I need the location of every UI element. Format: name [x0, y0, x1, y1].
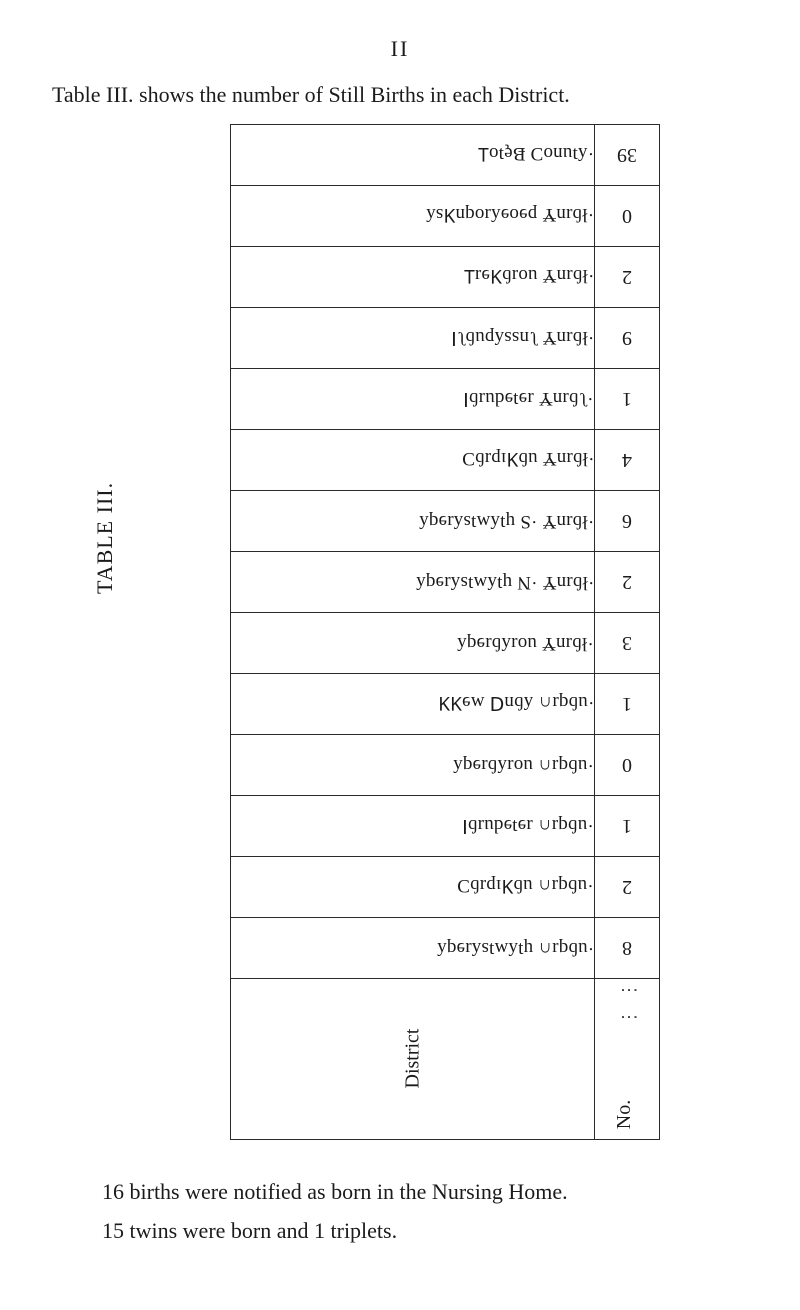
district-label: District — [401, 1029, 424, 1089]
row-label: ·łɓɹnɎ uoɹɓꞰɘɹꞱ — [464, 264, 594, 290]
footnote-line-2: 15 twins were born and 1 triplets. — [78, 1213, 750, 1248]
row-label: ·ʅɓɹnɎ ɹɘʇɘduɹɓⅠ — [463, 387, 594, 410]
table-row: ·łɓɹnɎ pɘoɘʎɹoqnꞰsʎ 0 — [231, 185, 660, 246]
table-side-label: TABLE III. — [92, 482, 118, 594]
row-value: 3 — [622, 631, 632, 654]
row-label: ·łɓɹnɎ pɘoɘʎɹoqnꞰsʎ — [426, 203, 594, 229]
row-value: 2 — [622, 570, 632, 593]
row-label: ·łɓɹnɎ ·N ɥʇʎʍʇsʎɹɘqʎ — [416, 571, 594, 593]
table-row: ·uɓqɹ∩ uɓꞰıpɹɓƆ 2 — [231, 856, 660, 917]
table-row: ·łɓɹnɎ ʅnssʎpuɓʅ⁠Ⅰ 9 — [231, 307, 660, 368]
table-row: ·uɓqɹ∩ uoɹʎɓɹɘqʎ 0 — [231, 734, 660, 795]
table-row: ·uɓqɹ∩ ɹɘʇɘduɹɓⅠ 1 — [231, 795, 660, 856]
row-value: 4 — [622, 448, 632, 471]
row-value: 9 — [622, 326, 632, 349]
row-value: 1 — [622, 814, 632, 837]
row-label: ·łɓɹnɎ ·S ɥʇʎʍʇsʎɹɘqʎ — [419, 510, 594, 532]
table-row: ·ʎʇunoƆ ɃęʇoꞱ 39 — [231, 124, 660, 185]
row-label: ·uɓqɹ∩ ʎɓnᗡ ʍɘꞰꞰ — [438, 691, 594, 717]
row-label: ·łɓɹnɎ ʅnssʎpuɓʅ⁠Ⅰ — [451, 326, 594, 349]
footnote-block: 16 births were notified as born in the N… — [78, 1174, 750, 1248]
table-row: ·łɓɹnɎ uoɹʎɓɹɘqʎ 3 — [231, 612, 660, 673]
row-value: 0 — [622, 753, 632, 776]
table-row: ·łɓɹnɎ ·S ɥʇʎʍʇsʎɹɘqʎ 6 — [231, 490, 660, 551]
footnote-line-1: 16 births were notified as born in the N… — [78, 1174, 750, 1209]
table-row: ·uɓqɹ∩ ɥʇʎʍʇsʎɹɘqʎ 8 — [231, 917, 660, 978]
intro-paragraph: Table III. shows the number of Still Bir… — [52, 80, 750, 110]
dots-icon: ⋮ ⋮ — [619, 981, 640, 1026]
no-label-cell: ⋮ ⋮ No. — [595, 978, 660, 1139]
row-value: 8 — [622, 936, 632, 959]
row-label: ·uɓqɹ∩ ɥʇʎʍʇsʎɹɘqʎ — [437, 937, 594, 959]
district-label-cell: District — [231, 978, 595, 1139]
table-wrapper: TABLE III. ·ʎʇunoƆ ɃęʇoꞱ 39 ·łɓɹnɎ pɘoɘʎ… — [100, 124, 760, 1140]
row-value: 2 — [622, 875, 632, 898]
table-row: ·łɓɹnɎ ·N ɥʇʎʍʇsʎɹɘqʎ 2 — [231, 551, 660, 612]
row-value-cell: 39 — [595, 124, 660, 185]
row-label: ·ʎʇunoƆ ɃęʇoꞱ — [478, 142, 594, 168]
row-value: 1 — [622, 387, 632, 410]
row-label: ·uɓqɹ∩ uɓꞰıpɹɓƆ — [457, 874, 594, 900]
no-label: No. — [613, 1099, 636, 1128]
table-row: ·łɓɹnɎ uɓꞰıpɹɓƆ 4 — [231, 429, 660, 490]
row-label: ·uɓqɹ∩ uoɹʎɓɹɘqʎ — [453, 754, 594, 776]
table-row: ·łɓɹnɎ uoɹɓꞰɘɹꞱ 2 — [231, 246, 660, 307]
row-value: 1 — [622, 692, 632, 715]
row-label: ·uɓqɹ∩ ɹɘʇɘduɹɓⅠ — [462, 814, 594, 837]
row-label: ·łɓɹnɎ uɓꞰıpɹɓƆ — [462, 447, 594, 473]
row-label: ·łɓɹnɎ uoɹʎɓɹɘqʎ — [457, 632, 594, 654]
table-row: ·ʅɓɹnɎ ɹɘʇɘduɹɓⅠ 1 — [231, 368, 660, 429]
row-value: 6 — [622, 509, 632, 532]
district-header-row: District ⋮ ⋮ No. — [231, 978, 660, 1139]
row-value: 0 — [622, 204, 632, 227]
page-number: II — [40, 36, 760, 62]
row-value: 39 — [617, 143, 637, 166]
stillbirths-table: ·ʎʇunoƆ ɃęʇoꞱ 39 ·łɓɹnɎ pɘoɘʎɹoqnꞰsʎ 0 ·… — [230, 124, 660, 1140]
table-row: ·uɓqɹ∩ ʎɓnᗡ ʍɘꞰꞰ 1 — [231, 673, 660, 734]
row-label-cell: ·ʎʇunoƆ ɃęʇoꞱ — [231, 124, 595, 185]
row-value: 2 — [622, 265, 632, 288]
